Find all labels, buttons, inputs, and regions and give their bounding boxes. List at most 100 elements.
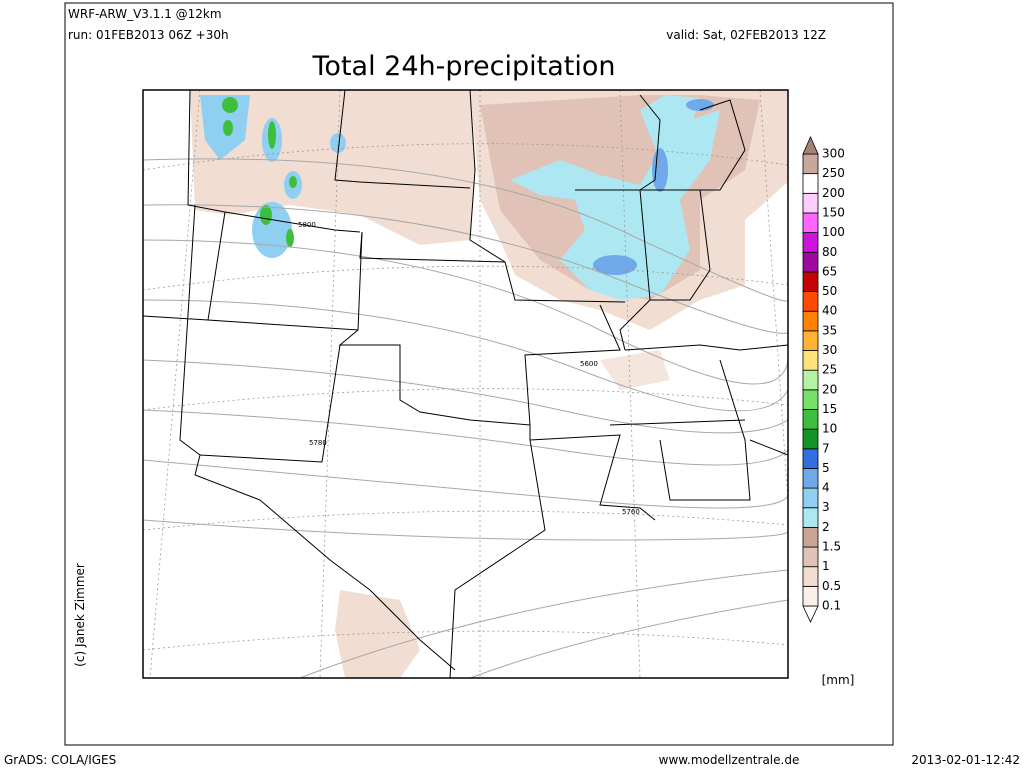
- precip-area: [652, 148, 668, 192]
- colorbar-swatch: [802, 251, 819, 273]
- precip-area: [268, 121, 276, 149]
- precip-area: [222, 97, 238, 113]
- colorbar-label: 1.5: [822, 540, 841, 554]
- grid-line: [143, 265, 788, 291]
- colorbar-label: 65: [822, 264, 837, 278]
- colorbar-swatch: [802, 350, 819, 371]
- precip-area: [286, 229, 294, 247]
- grid-line: [143, 510, 788, 531]
- precip-area: [223, 120, 233, 136]
- precip-area: [260, 205, 272, 225]
- title: Total 24h-precipitation: [312, 51, 616, 82]
- border: [338, 304, 621, 426]
- colorbar-label: 30: [822, 343, 837, 357]
- colorbar-swatch: [802, 192, 819, 214]
- grid-line: [143, 143, 788, 171]
- colorbar-extend-high: [802, 136, 819, 155]
- precip-area: [190, 90, 475, 245]
- contour-label: 5760: [622, 508, 640, 516]
- colorbar-swatch: [802, 526, 819, 548]
- colorbar-label: 10: [822, 422, 837, 436]
- colorbar-label: 50: [822, 284, 837, 298]
- colorbar-label: 250: [822, 166, 845, 180]
- contour-label: 5600: [580, 360, 598, 368]
- colorbar-swatch: [802, 173, 819, 194]
- contour-label: 5780: [309, 439, 327, 447]
- border: [639, 94, 661, 191]
- colorbar: 0.1 0.5 1 1.5 2 3 4 5 7 10 15 20 25 30 35 40 50 65 80 100 15…: [802, 136, 845, 623]
- height-contour: [143, 158, 788, 302]
- map: [143, 90, 788, 678]
- colorbar-label: 1: [822, 559, 830, 573]
- colorbar-swatch: [802, 428, 819, 450]
- height-contour: [143, 204, 788, 334]
- border: [624, 344, 788, 351]
- grid-line: [143, 630, 788, 651]
- grid-line: [619, 90, 641, 678]
- border: [609, 419, 746, 426]
- height-contour: [143, 519, 788, 541]
- colorbar-swatch: [802, 448, 819, 469]
- map-frame: [142, 89, 789, 679]
- colorbar-extend-low: [802, 605, 819, 623]
- colorbar-label: 4: [822, 481, 830, 495]
- precip-area: [640, 95, 700, 160]
- colorbar-swatch: [802, 271, 819, 292]
- footer-center: www.modellzentrale.de: [659, 753, 800, 767]
- border: [449, 425, 546, 678]
- border: [749, 439, 788, 456]
- border: [194, 344, 456, 671]
- colorbar-swatch: [802, 487, 819, 509]
- colorbar-swatch: [802, 369, 819, 391]
- height-contour: [143, 459, 788, 509]
- height-contour: [143, 359, 788, 434]
- contour-label: 5800: [298, 221, 316, 229]
- footer-left: GrADS: COLA/IGES: [4, 753, 116, 767]
- colorbar-label: 7: [822, 441, 830, 455]
- unit-label: [mm]: [822, 673, 855, 687]
- colorbar-swatch: [802, 409, 819, 430]
- colorbar-label: 25: [822, 363, 837, 377]
- run-label: run: 01FEB2013 06Z +30h: [68, 28, 229, 42]
- border: [334, 90, 471, 189]
- border: [179, 204, 201, 456]
- valid-label: valid: Sat, 02FEB2013 12Z: [666, 28, 826, 42]
- colorbar-swatch: [802, 585, 819, 607]
- border: [143, 315, 209, 321]
- colorbar-swatch: [802, 389, 819, 410]
- colorbar-label: 2: [822, 520, 830, 534]
- colorbar-label: 15: [822, 402, 837, 416]
- colorbar-label: 300: [822, 147, 845, 161]
- colorbar-label: 0.5: [822, 579, 841, 593]
- colorbar-swatch: [802, 232, 819, 253]
- precip-area: [289, 176, 297, 188]
- footer-right: 2013-02-01-12:42: [911, 753, 1020, 767]
- colorbar-label: 3: [822, 500, 830, 514]
- colorbar-swatch: [802, 291, 819, 312]
- precip-area: [600, 350, 670, 390]
- precip-area: [686, 99, 714, 111]
- height-contour: [299, 569, 788, 678]
- border: [207, 211, 363, 331]
- colorbar-label: 35: [822, 323, 837, 337]
- precip-area: [252, 202, 292, 258]
- colorbar-label: 150: [822, 205, 845, 219]
- border: [469, 90, 506, 263]
- colorbar-swatch: [802, 310, 819, 332]
- height-contour: [469, 599, 788, 678]
- frame: [64, 2, 894, 746]
- colorbar-swatch: [802, 330, 819, 351]
- border: [699, 99, 746, 191]
- colorbar-swatch: [802, 546, 819, 568]
- colorbar-swatch: [802, 507, 819, 528]
- grid-line: [319, 90, 341, 678]
- height-contour: [143, 299, 788, 412]
- model-label: WRF-ARW_V3.1.1 @12km: [68, 7, 222, 21]
- border: [529, 434, 656, 521]
- colorbar-swatch: [802, 566, 819, 587]
- border: [659, 359, 751, 501]
- colorbar-label: 100: [822, 225, 845, 239]
- colorbar-label: 80: [822, 245, 837, 259]
- height-contour: [143, 239, 788, 385]
